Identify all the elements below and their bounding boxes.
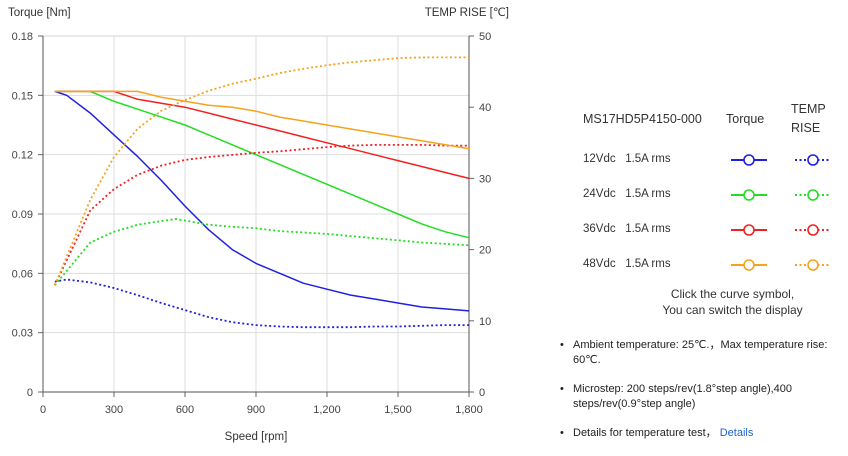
y-left-tick-label: 0.12: [12, 150, 33, 162]
dotted-line-circle-icon: [795, 259, 831, 271]
y-right-tick-label: 20: [479, 245, 491, 257]
y-right-tick-label: 10: [479, 316, 491, 328]
legend-row-label: 48Vdc 1.5A rms: [583, 258, 671, 270]
y-right-axis-title: TEMP RISE [℃]: [425, 7, 509, 19]
details-link[interactable]: Details: [719, 427, 754, 439]
legend-temp-header: TEMP RISE: [791, 102, 826, 135]
notes-list: • Ambient temperature: 25℃.，Max temperatu…: [560, 338, 840, 455]
legend-row: 24Vdc 1.5A rms: [575, 179, 837, 214]
x-tick-label: 300: [105, 404, 123, 416]
dotted-line-circle-icon: [795, 154, 831, 166]
x-tick-label: 600: [176, 404, 194, 416]
y-left-tick-label: 0.15: [12, 90, 33, 102]
legend-torque-symbol[interactable]: [729, 253, 769, 277]
y-right-tick-label: 40: [479, 102, 491, 114]
x-tick-label: 900: [247, 404, 265, 416]
legend-row-label: 24Vdc 1.5A rms: [583, 188, 671, 200]
torque-speed-chart: 0 300 600 900 1,200 1,500 1,80000.030.060.090.…: [8, 7, 509, 443]
legend-panel: MS17HD5P4150-000 Torque TEMP RISE 12Vdc …: [575, 100, 837, 317]
legend-row: 48Vdc 1.5A rms: [575, 249, 837, 284]
y-left-tick-label: 0: [27, 387, 33, 399]
legend-torque-symbol[interactable]: [729, 148, 769, 172]
legend-temp-symbol[interactable]: [793, 148, 833, 172]
y-left-tick-label: 0.09: [12, 209, 33, 221]
y-right-tick-label: 0: [479, 387, 485, 399]
x-tick-label: 1,200: [313, 404, 341, 416]
torque-curve: [54, 90, 470, 180]
temp-rise-curve: [53, 56, 469, 286]
temp-rise-curve: [54, 218, 470, 286]
legend-temp-symbol[interactable]: [793, 183, 833, 207]
legend-hint: Click the curve symbol, You can switch t…: [662, 287, 803, 317]
note-details: • Details for temperature test， Details: [560, 427, 754, 439]
solid-line-circle-icon: [731, 189, 767, 201]
legend-row: 12Vdc 1.5A rms: [575, 144, 837, 179]
legend-torque-header: Torque: [726, 112, 765, 126]
y-left-tick-label: 0.06: [12, 268, 33, 280]
temp-rise-curve: [53, 143, 469, 286]
dotted-line-circle-icon: [795, 189, 831, 201]
motor-model: MS17HD5P4150-000: [583, 112, 702, 126]
legend-row-label: 36Vdc 1.5A rms: [583, 223, 671, 235]
x-tick-label: 0: [40, 404, 46, 416]
solid-line-circle-icon: [731, 154, 767, 166]
torque-curve: [54, 90, 470, 150]
y-left-tick-label: 0.03: [12, 328, 33, 340]
y-right-tick-label: 30: [479, 173, 491, 185]
x-axis-title: Speed [rpm]: [225, 431, 288, 443]
x-tick-label: 1,800: [455, 404, 483, 416]
legend-torque-symbol[interactable]: [729, 183, 769, 207]
legend-temp-symbol[interactable]: [793, 253, 833, 277]
x-tick-label: 1,500: [384, 404, 412, 416]
y-left-axis-title: Torque [Nm]: [8, 7, 71, 19]
torque-curve: [54, 90, 470, 312]
note-ambient: • Ambient temperature: 25℃.，Max temperatu…: [560, 339, 828, 366]
legend-temp-symbol[interactable]: [793, 218, 833, 242]
solid-line-circle-icon: [731, 259, 767, 271]
solid-line-circle-icon: [731, 224, 767, 236]
y-left-tick-label: 0.18: [12, 31, 33, 43]
y-right-tick-label: 50: [479, 31, 491, 43]
note-microstep: • Microstep: 200 steps/rev(1.8°step angle…: [560, 383, 793, 410]
dotted-line-circle-icon: [795, 224, 831, 236]
legend-row: 36Vdc 1.5A rms: [575, 214, 837, 249]
legend-torque-symbol[interactable]: [729, 218, 769, 242]
legend-row-label: 12Vdc 1.5A rms: [583, 153, 671, 165]
torque-curve: [54, 90, 470, 239]
temp-rise-curve: [54, 278, 469, 329]
